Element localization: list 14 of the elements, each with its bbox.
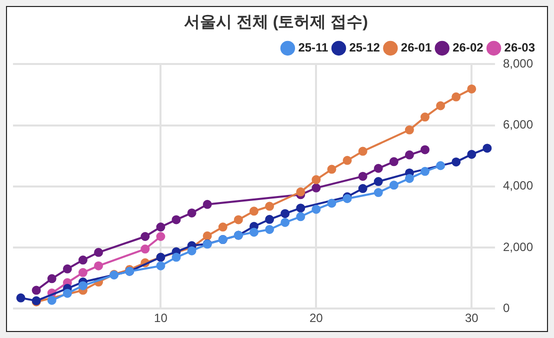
x-tick-label: 10 [154,311,168,326]
y-tick-label: 6,000 [502,118,534,132]
y-tick-label: 4,000 [502,178,534,193]
legend-label: 25-11 [298,40,329,55]
chart-title: 서울시 전체 (토허제 접수) [184,14,368,32]
x-tick-label: 20 [309,311,324,326]
y-tick-label: 0 [502,300,510,315]
legend-label: 26-02 [452,40,484,55]
y-tick-label: 8,000 [502,56,534,71]
x-tick-label: 30 [464,311,479,326]
legend-label: 25-12 [349,40,380,55]
y-tick-label: 2,000 [502,240,534,254]
legend-label: 26-01 [400,40,432,55]
legend-label: 26-03 [504,40,536,55]
